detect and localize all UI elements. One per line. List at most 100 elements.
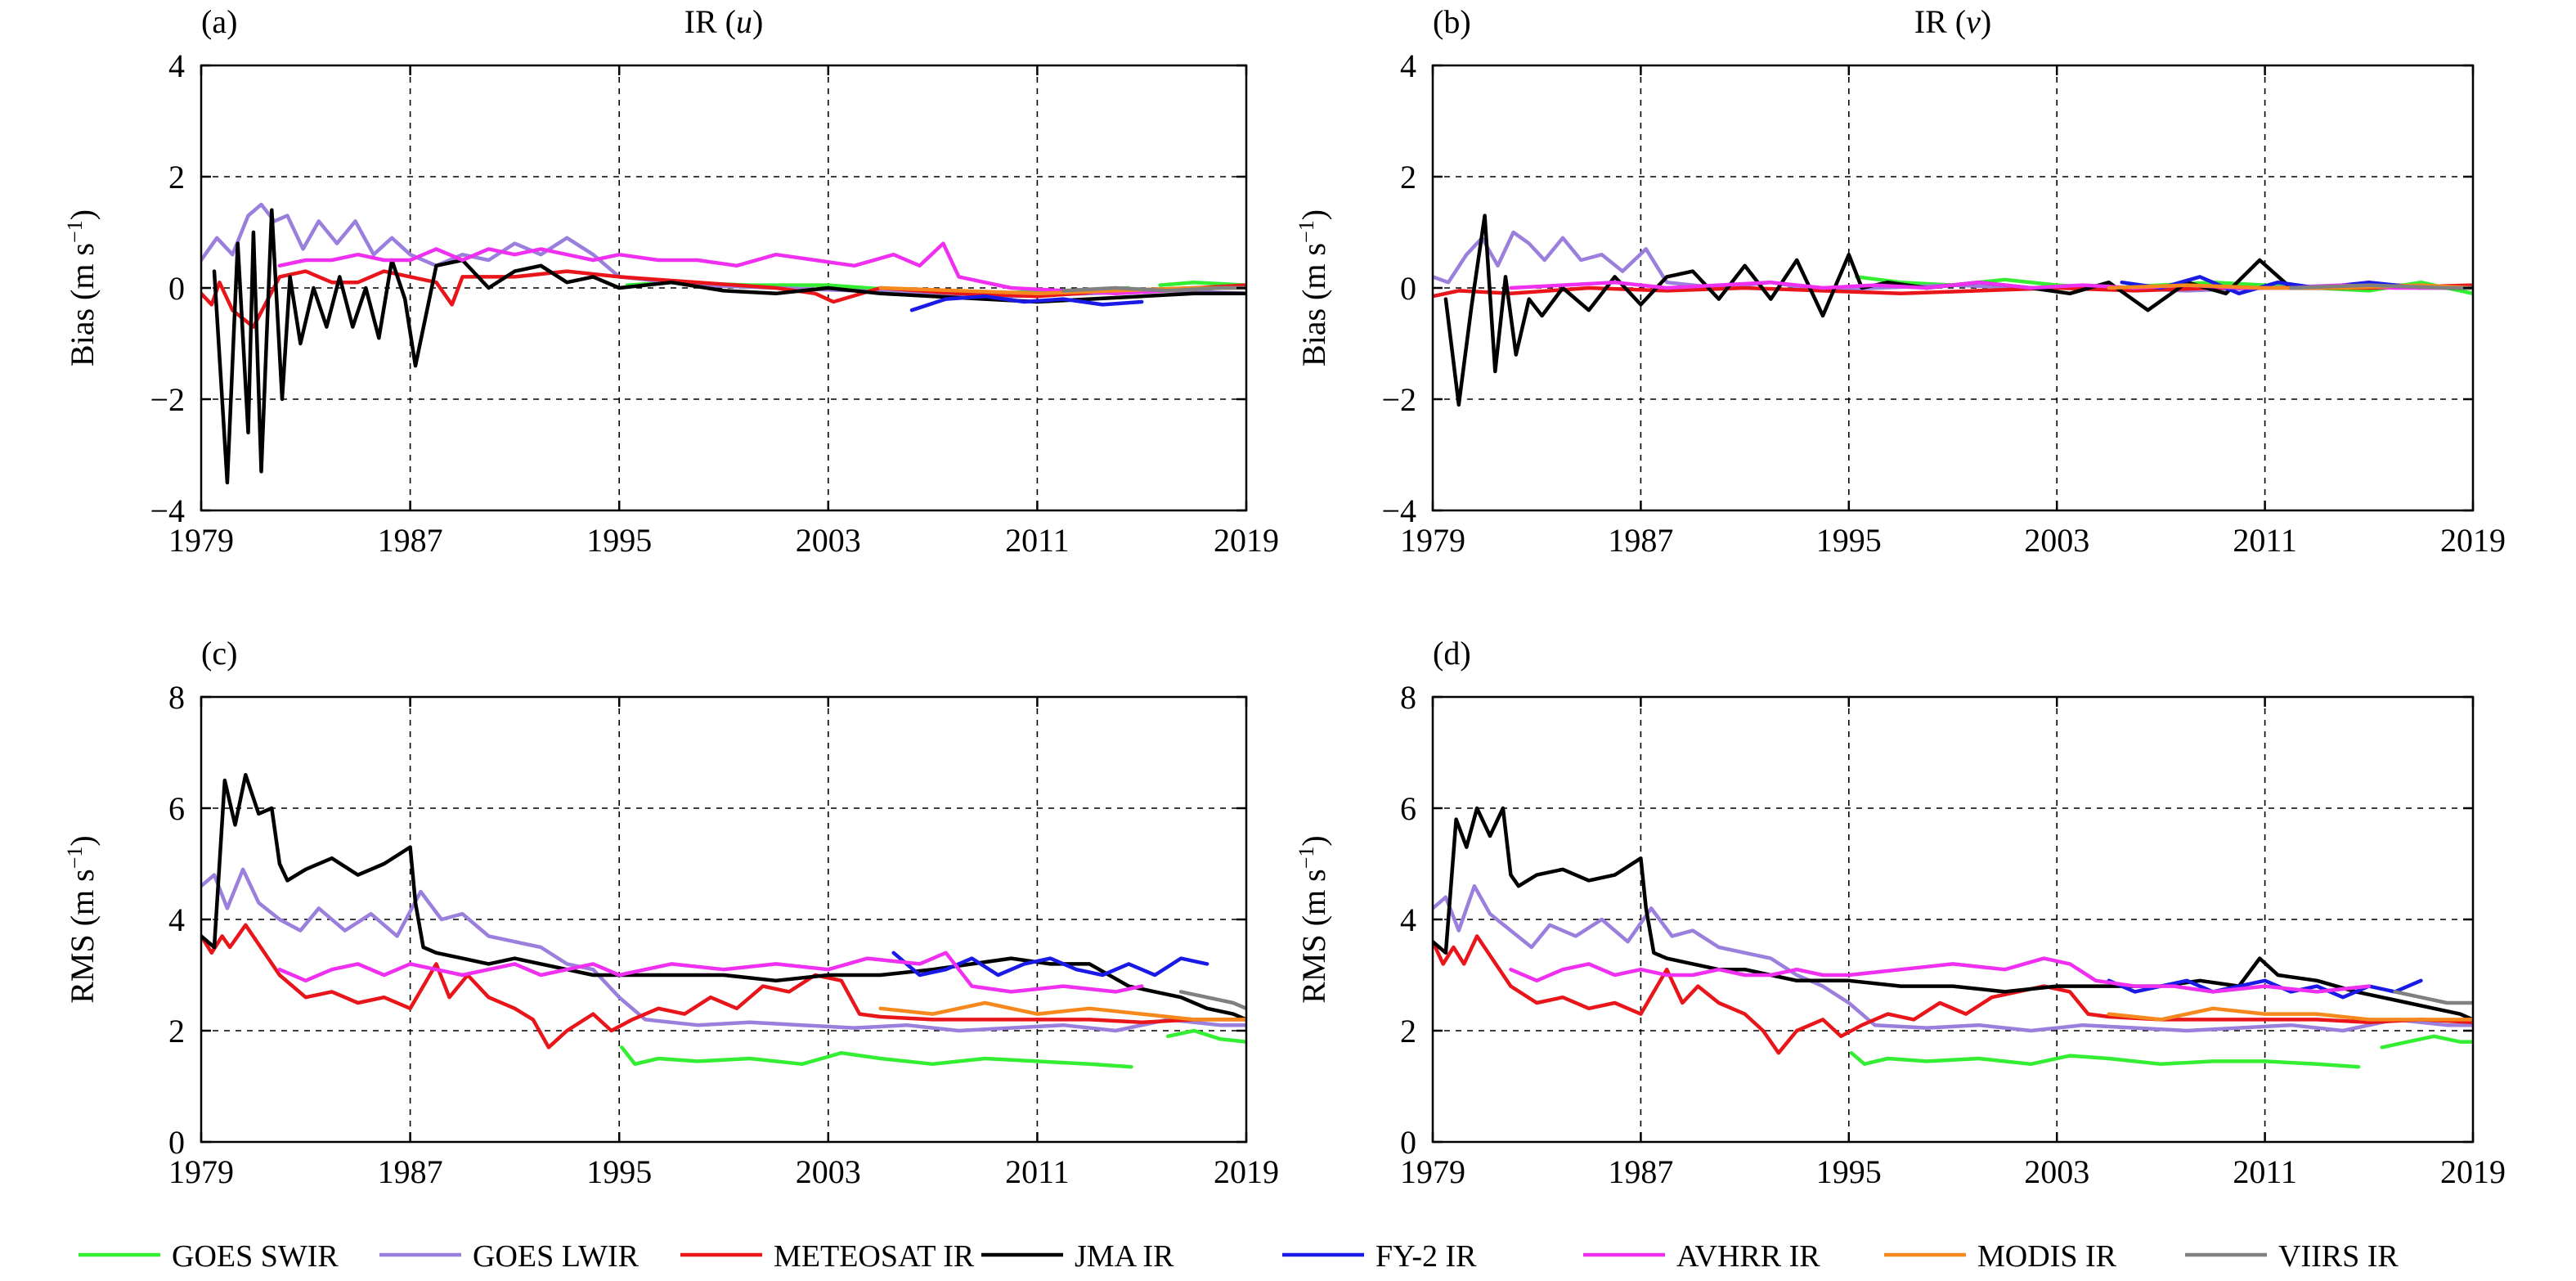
y-tick-label: 2 bbox=[1400, 1013, 1416, 1050]
series-line-goes-swir bbox=[620, 1045, 1133, 1069]
y-tick-label: 4 bbox=[1400, 901, 1416, 938]
y-tick-label: 4 bbox=[168, 901, 185, 938]
y-axis-label: Bias (m s−1) bbox=[1295, 209, 1333, 366]
series-group bbox=[201, 772, 1246, 1069]
series-line-jma-ir bbox=[201, 772, 1246, 1022]
x-tick-label: 2011 bbox=[2233, 522, 2297, 559]
series-line-modis-ir bbox=[878, 1000, 1246, 1022]
series-line-meteosat-ir bbox=[201, 269, 1246, 329]
series-line-viirs-ir bbox=[2393, 990, 2473, 1005]
y-tick-label: 4 bbox=[168, 47, 185, 84]
x-tick-label: 2003 bbox=[796, 522, 861, 559]
series-line-meteosat-ir bbox=[201, 923, 1246, 1050]
series-line-fy-2-ir bbox=[909, 294, 1144, 312]
x-tick-label: 1979 bbox=[1400, 522, 1465, 559]
chart-panel-0: 1979 1987 1995 2003 2011 2019 −4 −2 0 2 4 (a) IR (u)… bbox=[63, 3, 1280, 559]
x-tick-label: 2011 bbox=[1005, 522, 1070, 559]
x-tick-label: 1995 bbox=[1816, 1153, 1882, 1190]
legend-item-goes-lwir: GOES LWIR bbox=[379, 1239, 640, 1274]
series-line-viirs-ir bbox=[1178, 990, 1246, 1011]
series-line-goes-lwir bbox=[201, 867, 1246, 1033]
x-tick-label: 2011 bbox=[2233, 1153, 2297, 1190]
legend-label: JMA IR bbox=[1075, 1239, 1174, 1274]
y-tick-label: 0 bbox=[1400, 270, 1416, 307]
x-tick-label: 2019 bbox=[2440, 1153, 2506, 1190]
y-tick-label: 2 bbox=[168, 1013, 185, 1050]
x-tick-label: 1995 bbox=[1816, 522, 1882, 559]
series-line-modis-ir bbox=[2107, 1006, 2473, 1022]
x-tick-label: 1987 bbox=[1608, 522, 1673, 559]
y-tick-label: 6 bbox=[1400, 790, 1416, 827]
chart-panel-1: 1979 1987 1995 2003 2011 2019 −4 −2 0 2 4 (b) IR (v)… bbox=[1295, 3, 2506, 559]
x-tick-label: 1987 bbox=[378, 522, 443, 559]
series-line-goes-swir bbox=[1158, 280, 1246, 287]
chart-panel-3: 1979 1987 1995 2003 2011 2019 0 2 4 6 8 (d) RMS (m s… bbox=[1295, 635, 2506, 1190]
y-axis-label: RMS (m s−1) bbox=[1295, 835, 1333, 1004]
legend-label: METEOSAT IR bbox=[774, 1239, 975, 1274]
legend-item-viirs-ir: VIIRS IR bbox=[2185, 1239, 2399, 1274]
y-tick-label: 0 bbox=[168, 270, 185, 307]
x-tick-label: 2019 bbox=[2440, 522, 2506, 559]
y-tick-label: 0 bbox=[168, 1124, 185, 1161]
legend-label: AVHRR IR bbox=[1676, 1239, 1820, 1274]
plot-frame bbox=[200, 695, 1248, 1144]
legend-label: FY-2 IR bbox=[1376, 1239, 1477, 1274]
x-tick-label: 2003 bbox=[796, 1153, 861, 1190]
panel-label: (d) bbox=[1433, 635, 1471, 672]
legend-item-meteosat-ir: METEOSAT IR bbox=[680, 1239, 975, 1274]
chart-title: IR (v) bbox=[1914, 3, 1991, 40]
x-tick-label: 2003 bbox=[2024, 522, 2089, 559]
series-line-avhrr-ir bbox=[1509, 956, 2372, 994]
y-tick-label: 4 bbox=[1400, 47, 1416, 84]
series-group bbox=[1433, 214, 2473, 407]
x-tick-label: 2011 bbox=[1005, 1153, 1070, 1190]
x-tick-label: 1979 bbox=[168, 1153, 234, 1190]
series-line-viirs-ir bbox=[1061, 285, 1246, 293]
y-tick-label: −2 bbox=[1381, 381, 1416, 418]
series-line-goes-lwir bbox=[1433, 883, 2473, 1033]
series-line-jma-ir bbox=[1443, 214, 2473, 407]
x-tick-label: 1987 bbox=[378, 1153, 443, 1190]
chart-title: IR (u) bbox=[684, 3, 764, 40]
series-line-fy-2-ir bbox=[891, 951, 1209, 978]
chart-panel-2: 1979 1987 1995 2003 2011 2019 0 2 4 6 8 (c) RMS (m s… bbox=[63, 635, 1280, 1190]
y-tick-label: −4 bbox=[150, 492, 185, 529]
series-group bbox=[201, 202, 1246, 485]
panels: 1979 1987 1995 2003 2011 2019 −4 −2 0 2 4 (a) IR (u)… bbox=[63, 3, 2506, 1190]
y-tick-label: 2 bbox=[1400, 159, 1416, 196]
y-tick-label: 0 bbox=[1400, 1124, 1416, 1161]
legend-label: VIIRS IR bbox=[2278, 1239, 2399, 1274]
panel-label: (a) bbox=[201, 3, 237, 40]
legend-item-jma-ir: JMA IR bbox=[981, 1239, 1174, 1274]
legend-label: MODIS IR bbox=[1977, 1239, 2117, 1274]
legend: GOES SWIR GOES LWIR METEOSAT IR JMA IR FY-2 … bbox=[79, 1239, 2399, 1274]
x-tick-label: 1995 bbox=[586, 522, 652, 559]
x-tick-label: 1979 bbox=[168, 522, 234, 559]
series-line-goes-swir bbox=[1165, 1028, 1246, 1044]
x-tick-label: 2003 bbox=[2024, 1153, 2089, 1190]
x-tick-label: 2019 bbox=[1214, 522, 1279, 559]
legend-item-avhrr-ir: AVHRR IR bbox=[1583, 1239, 1820, 1274]
series-line-jma-ir bbox=[212, 208, 1246, 485]
y-tick-label: −4 bbox=[1381, 492, 1416, 529]
x-tick-label: 1995 bbox=[586, 1153, 652, 1190]
y-tick-label: 8 bbox=[1400, 679, 1416, 716]
legend-item-modis-ir: MODIS IR bbox=[1884, 1239, 2117, 1274]
legend-item-goes-swir: GOES SWIR bbox=[79, 1239, 339, 1274]
series-line-viirs-ir bbox=[2289, 283, 2473, 290]
series-line-goes-swir bbox=[2380, 1034, 2473, 1050]
panel-label: (c) bbox=[201, 635, 237, 672]
series-line-avhrr-ir bbox=[277, 241, 1223, 296]
y-tick-label: 6 bbox=[168, 790, 185, 827]
legend-label: GOES LWIR bbox=[473, 1239, 640, 1274]
x-tick-label: 1979 bbox=[1400, 1153, 1465, 1190]
series-line-goes-swir bbox=[1849, 1050, 2361, 1069]
legend-label: GOES SWIR bbox=[172, 1239, 339, 1274]
y-tick-label: −2 bbox=[150, 381, 185, 418]
y-tick-label: 2 bbox=[168, 159, 185, 196]
panel-label: (b) bbox=[1433, 3, 1471, 40]
y-tick-label: 8 bbox=[168, 679, 185, 716]
series-line-avhrr-ir bbox=[277, 951, 1144, 994]
y-axis-label: RMS (m s−1) bbox=[63, 835, 101, 1004]
